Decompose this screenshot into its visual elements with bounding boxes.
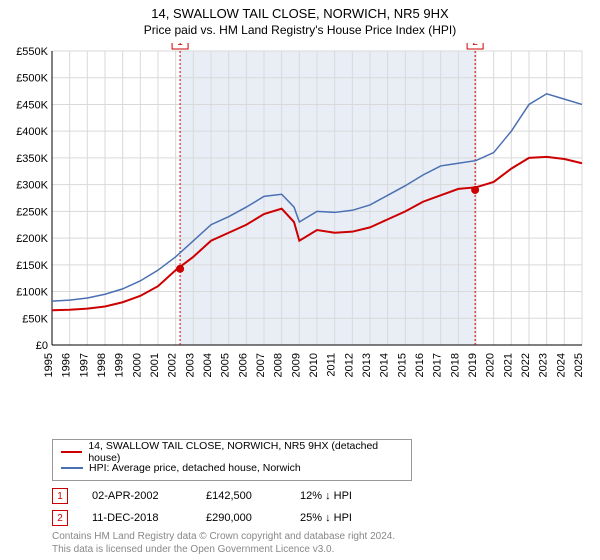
transaction-badge: 2 bbox=[52, 510, 68, 526]
price-chart: £0 £50K £100K £150K £200K £250K £300K £350K £400… bbox=[10, 43, 590, 433]
x-tick-label: 2022 bbox=[520, 353, 532, 377]
x-tick-label: 2001 bbox=[149, 353, 161, 377]
y-tick-label: £0 bbox=[36, 340, 48, 352]
transaction-price: £290,000 bbox=[206, 512, 276, 524]
y-tick-label: £500K bbox=[16, 73, 48, 85]
legend-label: HPI: Average price, detached house, Norw… bbox=[89, 462, 301, 474]
x-tick-label: 1995 bbox=[43, 353, 55, 377]
y-tick-label: £150K bbox=[16, 260, 48, 272]
y-tick-label: £550K bbox=[16, 46, 48, 58]
y-tick-label: £300K bbox=[16, 180, 48, 192]
x-tick-label: 2008 bbox=[273, 353, 285, 377]
transaction-date: 02-APR-2002 bbox=[92, 490, 182, 502]
marker-badge-label: 1 bbox=[177, 43, 183, 48]
y-tick-label: £50K bbox=[22, 313, 48, 325]
x-tick-label: 1998 bbox=[96, 353, 108, 377]
x-tick-label: 2017 bbox=[432, 353, 444, 377]
x-tick-label: 2007 bbox=[255, 353, 267, 377]
y-tick-label: £450K bbox=[16, 99, 48, 111]
x-tick-label: 2004 bbox=[202, 353, 214, 377]
y-tick-label: £400K bbox=[16, 126, 48, 138]
x-tick-label: 2011 bbox=[326, 353, 338, 377]
attribution-line: This data is licensed under the Open Gov… bbox=[52, 544, 590, 557]
x-tick-label: 2021 bbox=[502, 353, 514, 377]
x-tick-label: 2019 bbox=[467, 353, 479, 377]
x-tick-label: 1996 bbox=[61, 353, 73, 377]
transaction-table: 1 02-APR-2002 £142,500 12% ↓ HPI 2 11-DEC-201… bbox=[52, 485, 590, 529]
x-tick-label: 2020 bbox=[485, 353, 497, 377]
x-tick-label: 2023 bbox=[538, 353, 550, 377]
transaction-row: 2 11-DEC-2018 £290,000 25% ↓ HPI bbox=[52, 507, 590, 529]
x-tick-label: 2012 bbox=[343, 353, 355, 377]
transaction-badge: 1 bbox=[52, 488, 68, 504]
x-tick-label: 1999 bbox=[114, 353, 126, 377]
page-subtitle: Price paid vs. HM Land Registry's House … bbox=[10, 23, 590, 37]
y-tick-label: £100K bbox=[16, 287, 48, 299]
marker-badge-label: 2 bbox=[472, 43, 478, 48]
x-tick-label: 2015 bbox=[396, 353, 408, 377]
attribution: Contains HM Land Registry data © Crown c… bbox=[52, 531, 590, 556]
x-tick-label: 2024 bbox=[555, 353, 567, 377]
legend-label: 14, SWALLOW TAIL CLOSE, NORWICH, NR5 9HX… bbox=[88, 440, 403, 464]
legend-swatch bbox=[61, 467, 83, 469]
x-tick-label: 2000 bbox=[131, 353, 143, 377]
x-tick-label: 2009 bbox=[290, 353, 302, 377]
x-tick-label: 2016 bbox=[414, 353, 426, 377]
x-tick-label: 2018 bbox=[449, 353, 461, 377]
x-tick-label: 2003 bbox=[184, 353, 196, 377]
transaction-diff: 25% ↓ HPI bbox=[300, 512, 380, 524]
x-tick-label: 2006 bbox=[237, 353, 249, 377]
x-tick-label: 2025 bbox=[573, 353, 585, 377]
x-tick-label: 2014 bbox=[379, 353, 391, 377]
y-tick-label: £350K bbox=[16, 153, 48, 165]
page-title: 14, SWALLOW TAIL CLOSE, NORWICH, NR5 9HX bbox=[10, 6, 590, 21]
x-tick-label: 1997 bbox=[78, 353, 90, 377]
legend: 14, SWALLOW TAIL CLOSE, NORWICH, NR5 9HX… bbox=[52, 439, 412, 481]
y-tick-label: £250K bbox=[16, 206, 48, 218]
transaction-diff: 12% ↓ HPI bbox=[300, 490, 380, 502]
legend-swatch bbox=[61, 451, 82, 453]
transaction-row: 1 02-APR-2002 £142,500 12% ↓ HPI bbox=[52, 485, 590, 507]
transaction-price: £142,500 bbox=[206, 490, 276, 502]
attribution-line: Contains HM Land Registry data © Crown c… bbox=[52, 531, 590, 544]
transaction-date: 11-DEC-2018 bbox=[92, 512, 182, 524]
x-tick-label: 2002 bbox=[167, 353, 179, 377]
x-tick-label: 2013 bbox=[361, 353, 373, 377]
y-tick-label: £200K bbox=[16, 233, 48, 245]
x-tick-label: 2005 bbox=[220, 353, 232, 377]
x-tick-label: 2010 bbox=[308, 353, 320, 377]
legend-item: 14, SWALLOW TAIL CLOSE, NORWICH, NR5 9HX… bbox=[61, 444, 403, 460]
